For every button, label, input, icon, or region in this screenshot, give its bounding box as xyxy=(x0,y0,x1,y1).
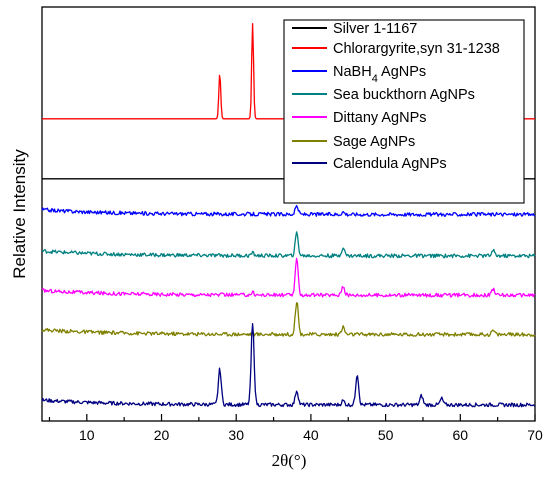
legend: Silver 1-1167 Chlorargyrite,syn 31-1238 Na… xyxy=(283,19,525,204)
legend-label: Dittany AgNPs xyxy=(333,110,427,126)
plot-frame xyxy=(41,6,536,422)
x-tick-label: 30 xyxy=(228,427,244,443)
legend-label: Sage AgNPs xyxy=(333,134,415,150)
legend-label-subscript: 4 xyxy=(372,73,378,85)
legend-label: Chlorargyrite,syn 31-1238 xyxy=(333,41,500,57)
legend-label: NaBH4 AgNPs xyxy=(333,64,426,85)
x-axis: 10 20 30 40 50 60 70 xyxy=(48,414,543,443)
series-line-calendula-agnps xyxy=(41,322,536,408)
series-line-nabh4-agnps xyxy=(41,204,536,217)
legend-label: Silver 1-1167 xyxy=(333,21,417,37)
legend-box xyxy=(283,19,525,204)
y-axis-title: Relative Intensity xyxy=(10,149,29,279)
legend-label: Sea buckthorn AgNPs xyxy=(333,87,475,103)
legend-label: Calendula AgNPs xyxy=(333,156,447,172)
x-tick-label: 40 xyxy=(303,427,319,443)
x-tick-label: 50 xyxy=(378,427,394,443)
x-tick-label: 20 xyxy=(154,427,170,443)
legend-label-suffix: AgNPs xyxy=(378,64,426,80)
x-tick-label: 60 xyxy=(453,427,469,443)
series-line-sage-agnps xyxy=(41,302,536,337)
series-line-dittany-agnps xyxy=(41,257,536,298)
x-tick-label: 70 xyxy=(527,427,543,443)
series-line-sea-buckthorn-agnps xyxy=(41,231,536,259)
x-tick-label: 10 xyxy=(79,427,95,443)
x-axis-title: 2θ(°) xyxy=(272,451,307,470)
